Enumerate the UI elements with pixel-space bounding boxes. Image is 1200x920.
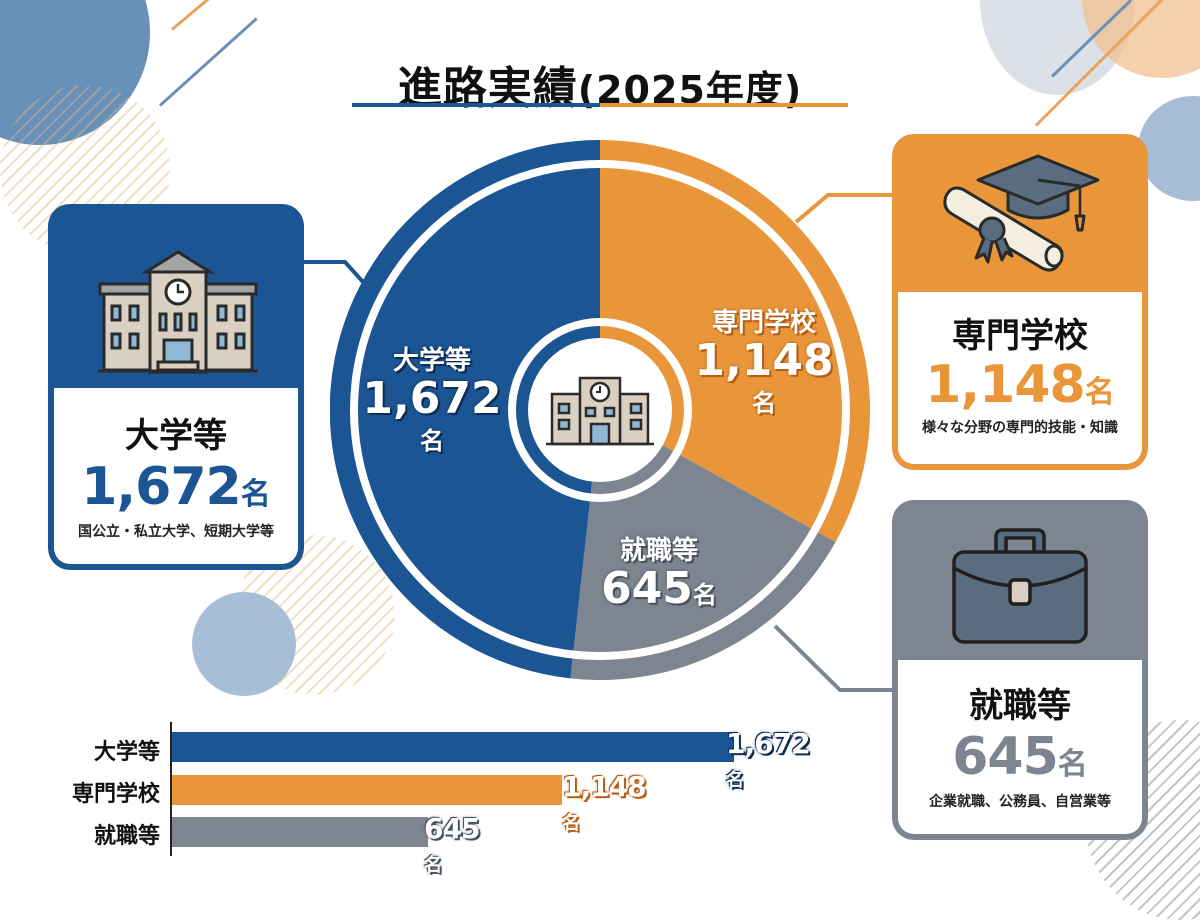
card-university-unit: 名 bbox=[240, 477, 271, 512]
donut-label-university-value: 1,672 bbox=[362, 373, 502, 424]
bar-label-vocational: 専門学校 bbox=[71, 782, 160, 807]
connector-vocational bbox=[794, 193, 892, 224]
card-university-label: 大学等 bbox=[125, 416, 227, 456]
slice-vocational bbox=[600, 140, 870, 543]
deco-circle-blue-left bbox=[192, 592, 296, 696]
briefcase-icon bbox=[952, 528, 1088, 644]
donut-label-vocational-name: 専門学校 bbox=[711, 308, 816, 338]
card-employment-unit: 名 bbox=[1057, 747, 1088, 782]
slice-employment bbox=[570, 410, 836, 680]
donut-label-university: 大学等 1,672名 bbox=[352, 340, 512, 456]
donut-label-vocational-value: 1,148 bbox=[694, 335, 834, 386]
bar-value-vocational: 1,148名 bbox=[562, 770, 647, 834]
donut-label-vocational: 専門学校 1,148名 bbox=[684, 302, 844, 418]
bar-value-employment: 645名 bbox=[424, 812, 480, 876]
school-building-icon bbox=[546, 376, 654, 446]
donut-label-employment-name: 就職等 bbox=[619, 536, 698, 566]
donut-chart bbox=[330, 140, 870, 680]
title-underline-orange bbox=[600, 103, 848, 107]
bar-label-employment: 就職等 bbox=[93, 824, 160, 849]
bar-value-university: 1,672名 bbox=[726, 727, 811, 791]
donut-label-university-name: 大学等 bbox=[392, 346, 471, 376]
card-employment-label: 就職等 bbox=[969, 686, 1071, 726]
bar-employment bbox=[172, 817, 428, 847]
card-university-value: 1,672 bbox=[81, 457, 241, 517]
bar-chart-axis bbox=[170, 722, 172, 856]
bar-university bbox=[172, 732, 734, 762]
card-vocational-unit: 名 bbox=[1084, 375, 1115, 410]
card-university: 大学等 1,672名 国公立・私立大学、短期大学等 bbox=[48, 204, 304, 570]
card-university-desc: 国公立・私立大学、短期大学等 bbox=[78, 524, 274, 540]
graduation-cap-diploma-icon bbox=[943, 154, 1100, 272]
card-employment: 就職等 645名 企業就職、公務員、自営業等 bbox=[892, 500, 1148, 840]
card-employment-value: 645 bbox=[952, 727, 1059, 787]
donut-label-employment-value: 645 bbox=[601, 563, 693, 614]
university-building-icon bbox=[98, 250, 258, 374]
card-vocational-label: 専門学校 bbox=[952, 316, 1088, 356]
donut-label-employment: 就職等 645名 bbox=[584, 530, 734, 611]
title-underline-blue bbox=[352, 103, 600, 107]
card-vocational: 専門学校 1,148名 様々な分野の専門的技能・知識 bbox=[892, 134, 1148, 470]
card-employment-desc: 企業就職、公務員、自営業等 bbox=[929, 794, 1111, 810]
bar-label-university: 大学等 bbox=[93, 740, 160, 765]
connector-employment bbox=[773, 624, 898, 692]
card-vocational-value: 1,148 bbox=[925, 355, 1085, 415]
bar-vocational bbox=[172, 775, 562, 805]
card-vocational-desc: 様々な分野の専門的技能・知識 bbox=[922, 420, 1118, 436]
